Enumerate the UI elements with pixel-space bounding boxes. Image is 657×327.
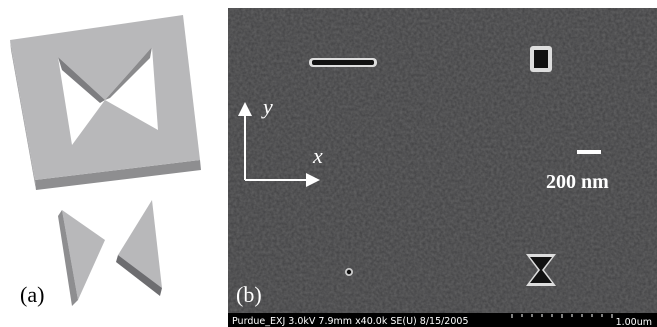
sem-info: Purdue_EXJ 3.0kV 7.9mm x40.0k SE(U) 8/15… [232, 316, 469, 327]
axis-label: y [261, 94, 273, 119]
plate-top [10, 15, 200, 180]
slot [312, 60, 374, 65]
square [534, 50, 548, 68]
axis-label: x [312, 143, 323, 168]
sem-scale: 1.00um [616, 317, 652, 327]
scale-bar [577, 150, 601, 154]
dot [347, 270, 351, 274]
panel-label: (b) [236, 282, 262, 307]
sem-texture [228, 8, 657, 313]
panel-label: (a) [20, 282, 44, 307]
scale-label: 200 nm [546, 171, 609, 193]
panel-b: y x 200 nm (b) Purdue_EXJ 3.0kV 7.9mm x4… [228, 8, 657, 327]
panel-a: (a) [10, 15, 201, 307]
figure: (a) y x 200 nm (b) Purdue_EXJ 3.0kV 7.9m… [0, 0, 657, 327]
